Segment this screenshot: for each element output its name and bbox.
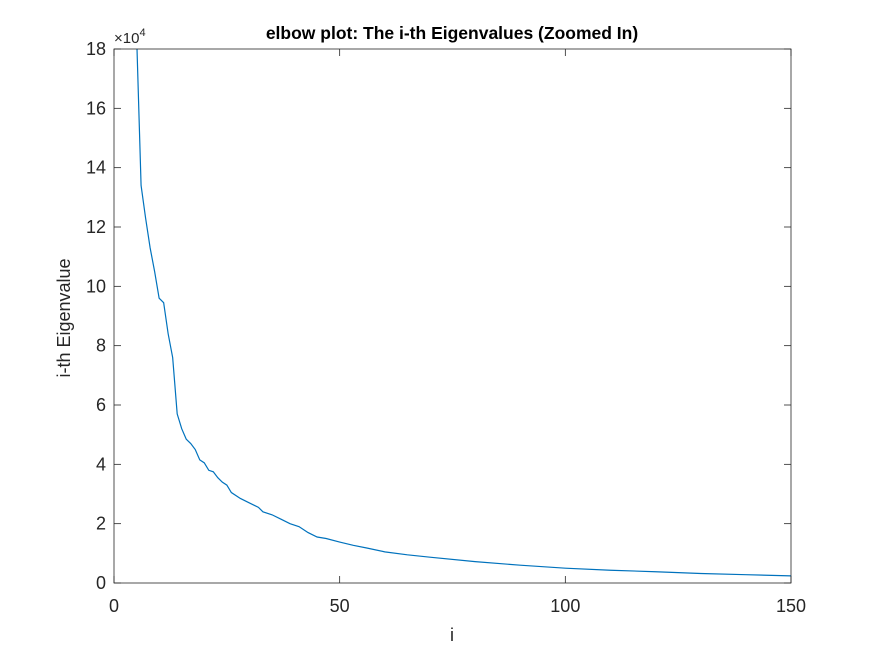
data-series-line-0 — [136, 49, 791, 577]
x-tick-label: 100 — [550, 596, 580, 616]
y-tick-label: 18 — [86, 39, 106, 59]
y-exponent-base: ×10 — [114, 30, 139, 47]
y-tick-label: 6 — [96, 395, 106, 415]
y-exponent-label: ×104 — [114, 27, 146, 47]
x-tick-label: 150 — [776, 596, 806, 616]
x-tick-label: 50 — [330, 596, 350, 616]
y-tick-label: 0 — [96, 573, 106, 593]
plot-background — [114, 49, 791, 583]
y-tick-label: 10 — [86, 276, 106, 296]
y-tick-label: 8 — [96, 336, 106, 356]
y-tick-label: 12 — [86, 217, 106, 237]
chart-title: elbow plot: The i-th Eigenvalues (Zoomed… — [266, 23, 638, 43]
y-tick-label: 2 — [96, 514, 106, 534]
plot-area: 0 50 100 150 0 2 4 6 8 10 12 14 16 18 — [86, 39, 806, 616]
y-tick-label: 16 — [86, 98, 106, 118]
y-exponent-power: 4 — [139, 27, 145, 39]
x-tick-label: 0 — [109, 596, 119, 616]
y-tick-label: 14 — [86, 158, 106, 178]
axes-box — [113, 48, 792, 584]
y-tick-label: 4 — [96, 454, 106, 474]
y-axis-label: i-th Eigenvalue — [54, 258, 74, 377]
x-axis-label: i — [450, 625, 454, 645]
